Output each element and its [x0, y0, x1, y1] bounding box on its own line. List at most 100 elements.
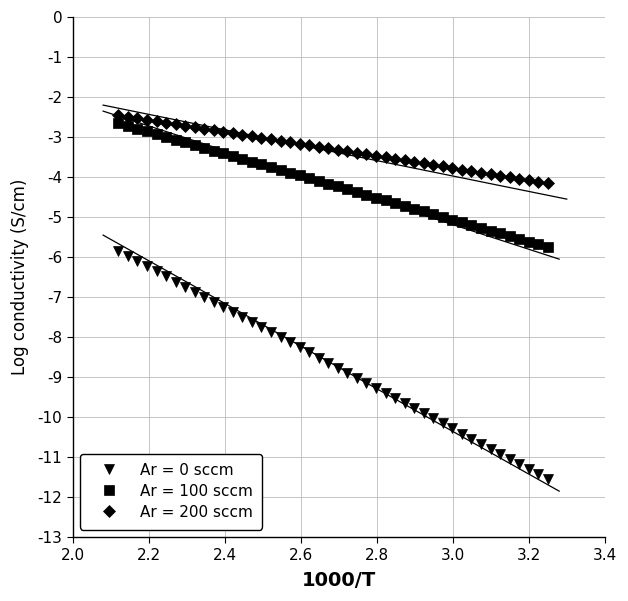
Ar = 200 sccm [487, 171, 494, 178]
Ar = 100 sccm [516, 235, 523, 242]
Ar = 0 sccm [468, 435, 475, 442]
Ar = 0 sccm [516, 460, 523, 468]
Ar = 100 sccm [172, 136, 180, 143]
Ar = 200 sccm [257, 134, 265, 141]
Ar = 200 sccm [525, 177, 533, 184]
Ar = 0 sccm [420, 410, 428, 417]
Ar = 200 sccm [277, 137, 284, 144]
Ar = 0 sccm [534, 471, 542, 478]
Ar = 200 sccm [382, 154, 389, 161]
Ar = 0 sccm [439, 419, 447, 427]
Ar = 0 sccm [191, 288, 198, 295]
Ar = 100 sccm [401, 202, 408, 209]
Ar = 0 sccm [286, 339, 294, 346]
Ar = 0 sccm [401, 400, 408, 407]
Ar = 100 sccm [448, 216, 456, 223]
Ar = 200 sccm [458, 166, 465, 173]
Ar = 100 sccm [315, 177, 323, 185]
Ar = 200 sccm [172, 121, 180, 128]
Ar = 200 sccm [401, 157, 408, 164]
Ar = 0 sccm [325, 359, 332, 366]
Ar = 200 sccm [516, 175, 523, 182]
Ar = 100 sccm [210, 147, 217, 154]
Ar = 200 sccm [268, 136, 275, 143]
Ar = 100 sccm [372, 194, 380, 201]
Ar = 0 sccm [363, 379, 371, 386]
Ar = 200 sccm [229, 130, 237, 137]
Ar = 100 sccm [296, 172, 303, 179]
Ar = 100 sccm [534, 241, 542, 248]
Ar = 100 sccm [268, 163, 275, 171]
Ar = 100 sccm [181, 139, 189, 146]
Ar = 0 sccm [506, 456, 513, 463]
Ar = 200 sccm [344, 148, 351, 155]
Ar = 100 sccm [344, 186, 351, 193]
Ar = 200 sccm [191, 124, 198, 131]
Ar = 0 sccm [134, 258, 141, 265]
Ar = 0 sccm [239, 313, 246, 320]
Ar = 100 sccm [458, 219, 465, 226]
Ar = 100 sccm [239, 155, 246, 162]
Ar = 200 sccm [315, 143, 323, 150]
Ar = 100 sccm [496, 230, 504, 237]
Ar = 100 sccm [305, 175, 313, 182]
Ar = 200 sccm [353, 149, 360, 156]
Ar = 200 sccm [410, 158, 418, 165]
Ar = 100 sccm [200, 144, 208, 151]
Ar = 200 sccm [506, 174, 513, 181]
Ar = 200 sccm [372, 152, 380, 159]
Ar = 0 sccm [496, 450, 504, 457]
Ar = 100 sccm [410, 205, 418, 212]
Ar = 100 sccm [420, 208, 428, 215]
Ar = 0 sccm [448, 425, 456, 432]
Ar = 0 sccm [382, 389, 389, 397]
Ar = 200 sccm [296, 140, 303, 147]
Ar = 100 sccm [191, 142, 198, 149]
Ar = 0 sccm [525, 465, 533, 472]
X-axis label: 1000/T: 1000/T [301, 571, 376, 590]
Ar = 0 sccm [124, 252, 132, 260]
Ar = 200 sccm [200, 125, 208, 132]
Ar = 0 sccm [315, 354, 323, 361]
Ar = 200 sccm [430, 162, 437, 169]
Line: Ar = 200 sccm: Ar = 200 sccm [114, 111, 552, 188]
Ar = 0 sccm [353, 374, 360, 382]
Ar = 200 sccm [496, 172, 504, 179]
Ar = 100 sccm [487, 227, 494, 234]
Ar = 100 sccm [363, 191, 371, 198]
Ar = 200 sccm [391, 155, 399, 162]
Ar = 100 sccm [124, 122, 132, 129]
Ar = 200 sccm [162, 119, 170, 126]
Ar = 200 sccm [181, 122, 189, 129]
Ar = 0 sccm [114, 248, 122, 255]
Ar = 0 sccm [153, 268, 160, 275]
Ar = 200 sccm [305, 142, 313, 149]
Ar = 0 sccm [487, 445, 494, 453]
Ar = 200 sccm [468, 168, 475, 175]
Ar = 0 sccm [220, 304, 227, 311]
Ar = 100 sccm [334, 183, 342, 190]
Ar = 0 sccm [372, 384, 380, 391]
Ar = 100 sccm [114, 120, 122, 127]
Ar = 100 sccm [286, 169, 294, 176]
Ar = 0 sccm [477, 440, 485, 447]
Ar = 0 sccm [430, 415, 437, 422]
Ar = 100 sccm [143, 128, 151, 135]
Ar = 0 sccm [162, 273, 170, 280]
Ar = 0 sccm [344, 369, 351, 376]
Ar = 100 sccm [525, 238, 533, 245]
Ar = 0 sccm [210, 298, 217, 305]
Ar = 0 sccm [296, 344, 303, 351]
Ar = 100 sccm [229, 153, 237, 160]
Ar = 100 sccm [382, 197, 389, 204]
Ar = 100 sccm [430, 210, 437, 218]
Ar = 100 sccm [506, 233, 513, 240]
Ar = 0 sccm [181, 283, 189, 290]
Line: Ar = 0 sccm: Ar = 0 sccm [114, 246, 552, 484]
Ar = 200 sccm [325, 145, 332, 152]
Ar = 100 sccm [277, 166, 284, 174]
Ar = 100 sccm [134, 125, 141, 132]
Y-axis label: Log conductivity (S/cm): Log conductivity (S/cm) [11, 179, 29, 375]
Ar = 200 sccm [134, 115, 141, 122]
Ar = 200 sccm [420, 160, 428, 167]
